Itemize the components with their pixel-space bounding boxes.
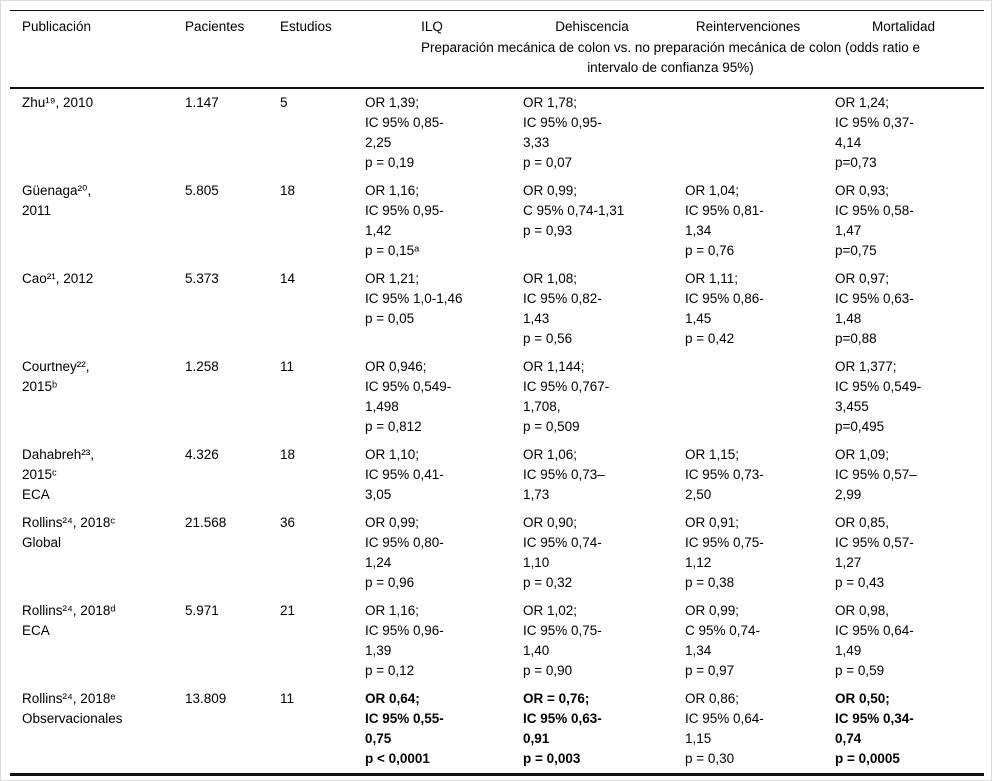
publication-cell: Dahabreh²³, 2015ᶜ ECA <box>22 447 95 502</box>
dehiscencia-cell: OR 1,02; IC 95% 0,75- 1,40 p = 0,90 <box>523 603 602 678</box>
ilq-cell: OR 0,64; IC 95% 0,55- 0,75 p < 0,0001 <box>365 691 444 766</box>
table-row: Güenaga²⁰, 2011 5.805 18 OR 1,16; IC 95% 0,… <box>10 177 984 265</box>
reintervenciones-cell: OR 1,15; IC 95% 0,73- 2,50 <box>685 447 764 502</box>
column-header-publicacion: Publicación <box>22 19 92 34</box>
mortalidad-cell: OR 1,09; IC 95% 0,57– 2,99 <box>835 447 917 502</box>
column-header-estudios: Estudios <box>280 19 332 34</box>
column-header-row: Publicación Pacientes Estudios ILQ Dehis… <box>10 11 984 38</box>
reintervenciones-cell: OR 0,91; IC 95% 0,75- 1,12 p = 0,38 <box>685 515 764 590</box>
studies-cell: 18 <box>280 447 296 462</box>
dehiscencia-cell: OR = 0,76; IC 95% 0,63- 0,91 p = 0,003 <box>523 691 602 766</box>
ilq-cell: OR 1,10; IC 95% 0,41- 3,05 <box>365 447 444 502</box>
table-row: Dahabreh²³, 2015ᶜ ECA 4.326 18 OR 1,10; IC … <box>10 441 984 509</box>
patients-cell: 1.258 <box>185 359 219 374</box>
mortalidad-cell: OR 0,85, IC 95% 0,57- 1,27 p = 0,43 <box>835 515 914 590</box>
publication-cell: Rollins²⁴, 2018ᵉ Observacionales <box>22 691 123 726</box>
studies-cell: 36 <box>280 515 296 530</box>
mortalidad-cell: OR 1,377; IC 95% 0,549- 3,455 p=0,495 <box>835 359 922 434</box>
ilq-cell: OR 1,16; IC 95% 0,95- 1,42 p = 0,15ᵃ <box>365 183 444 258</box>
results-table: Publicación Pacientes Estudios ILQ Dehis… <box>10 10 984 776</box>
mortalidad-cell: OR 1,24; IC 95% 0,37- 4,14 p=0,73 <box>835 95 914 170</box>
studies-cell: 21 <box>280 603 296 618</box>
column-header-reintervenciones: Reintervenciones <box>695 19 801 34</box>
reintervenciones-cell: OR 1,11; IC 95% 0,86- 1,45 p = 0,42 <box>685 271 764 346</box>
patients-cell: 5.971 <box>185 603 219 618</box>
table-row: Rollins²⁴, 2018ᵉ Observacionales 13.809 11… <box>10 685 984 775</box>
patients-cell: 21.568 <box>185 515 227 530</box>
ilq-cell: OR 1,21; IC 95% 1,0-1,46 p = 0,05 <box>365 271 463 326</box>
dehiscencia-cell: OR 1,08; IC 95% 0,82- 1,43 p = 0,56 <box>523 271 602 346</box>
subheader-text: Preparación mecánica de colon vs. no pre… <box>420 40 921 75</box>
table-row: Rollins²⁴, 2018ᵈ ECA 5.971 21 OR 1,16; IC 9… <box>10 597 984 685</box>
ilq-cell: OR 1,16; IC 95% 0,96- 1,39 p = 0,12 <box>365 603 444 678</box>
column-header-ilq: ILQ <box>421 19 443 34</box>
mortalidad-cell: OR 0,97; IC 95% 0,63- 1,48 p=0,88 <box>835 271 914 346</box>
column-header-pacientes: Pacientes <box>185 19 245 34</box>
publication-cell: Zhu¹⁹, 2010 <box>22 95 94 110</box>
dehiscencia-cell: OR 1,144; IC 95% 0,767- 1,708, p = 0,509 <box>523 359 610 434</box>
studies-cell: 18 <box>280 183 296 198</box>
table-row: Rollins²⁴, 2018ᶜ Global 21.568 36 OR 0,99; … <box>10 509 984 597</box>
reintervenciones-cell: OR 1,04; IC 95% 0,81- 1,34 p = 0,76 <box>685 183 764 258</box>
column-header-dehiscencia: Dehiscencia <box>555 19 629 34</box>
reintervenciones-cell: OR 0,86; IC 95% 0,64- 1,15 p = 0,30 <box>685 691 764 766</box>
ilq-cell: OR 0,946; IC 95% 0,549- 1,498 p = 0,812 <box>365 359 452 434</box>
studies-cell: 11 <box>280 359 295 374</box>
reintervenciones-cell <box>673 353 823 441</box>
subheader-spacer <box>10 37 353 88</box>
table-body: Zhu¹⁹, 2010 1.147 5 OR 1,39; IC 95% 0,85- 2… <box>10 88 984 775</box>
publication-cell: Güenaga²⁰, 2011 <box>22 183 92 218</box>
studies-cell: 11 <box>280 691 295 706</box>
dehiscencia-cell: OR 1,06; IC 95% 0,73– 1,73 <box>523 447 605 502</box>
patients-cell: 1.147 <box>185 95 219 110</box>
mortalidad-cell: OR 0,93; IC 95% 0,58- 1,47 p=0,75 <box>835 183 914 258</box>
dehiscencia-cell: OR 0,90; IC 95% 0,74- 1,10 p = 0,32 <box>523 515 602 590</box>
studies-cell: 14 <box>280 271 296 286</box>
dehiscencia-cell: OR 0,99; C 95% 0,74-1,31 p = 0,93 <box>523 183 625 238</box>
publication-cell: Cao²¹, 2012 <box>22 271 94 286</box>
patients-cell: 5.805 <box>185 183 219 198</box>
mortalidad-cell: OR 0,98, IC 95% 0,64- 1,49 p = 0,59 <box>835 603 914 678</box>
mortalidad-cell: OR 0,50; IC 95% 0,34- 0,74 p = 0,0005 <box>835 691 914 766</box>
studies-cell: 5 <box>280 95 288 110</box>
patients-cell: 4.326 <box>185 447 219 462</box>
publication-cell: Rollins²⁴, 2018ᵈ ECA <box>22 603 116 638</box>
dehiscencia-cell: OR 1,78; IC 95% 0,95- 3,33 p = 0,07 <box>523 95 602 170</box>
patients-cell: 5.373 <box>185 271 219 286</box>
publication-cell: Courtney²², 2015ᵇ <box>22 359 90 394</box>
table-row: Zhu¹⁹, 2010 1.147 5 OR 1,39; IC 95% 0,85- 2… <box>10 88 984 177</box>
subheader-row: Preparación mecánica de colon vs. no pre… <box>10 37 984 88</box>
ilq-cell: OR 1,39; IC 95% 0,85- 2,25 p = 0,19 <box>365 95 444 170</box>
ilq-cell: OR 0,99; IC 95% 0,80- 1,24 p = 0,96 <box>365 515 444 590</box>
publication-cell: Rollins²⁴, 2018ᶜ Global <box>22 515 116 550</box>
reintervenciones-cell <box>673 88 823 177</box>
patients-cell: 13.809 <box>185 691 227 706</box>
table-row: Courtney²², 2015ᵇ 1.258 11 OR 0,946; IC 95%… <box>10 353 984 441</box>
column-header-mortalidad: Mortalidad <box>871 19 936 34</box>
table-row: Cao²¹, 2012 5.373 14 OR 1,21; IC 95% 1,0-1,… <box>10 265 984 353</box>
reintervenciones-cell: OR 0,99; C 95% 0,74- 1,34 p = 0,97 <box>685 603 761 678</box>
table-header: Publicación Pacientes Estudios ILQ Dehis… <box>10 11 984 88</box>
